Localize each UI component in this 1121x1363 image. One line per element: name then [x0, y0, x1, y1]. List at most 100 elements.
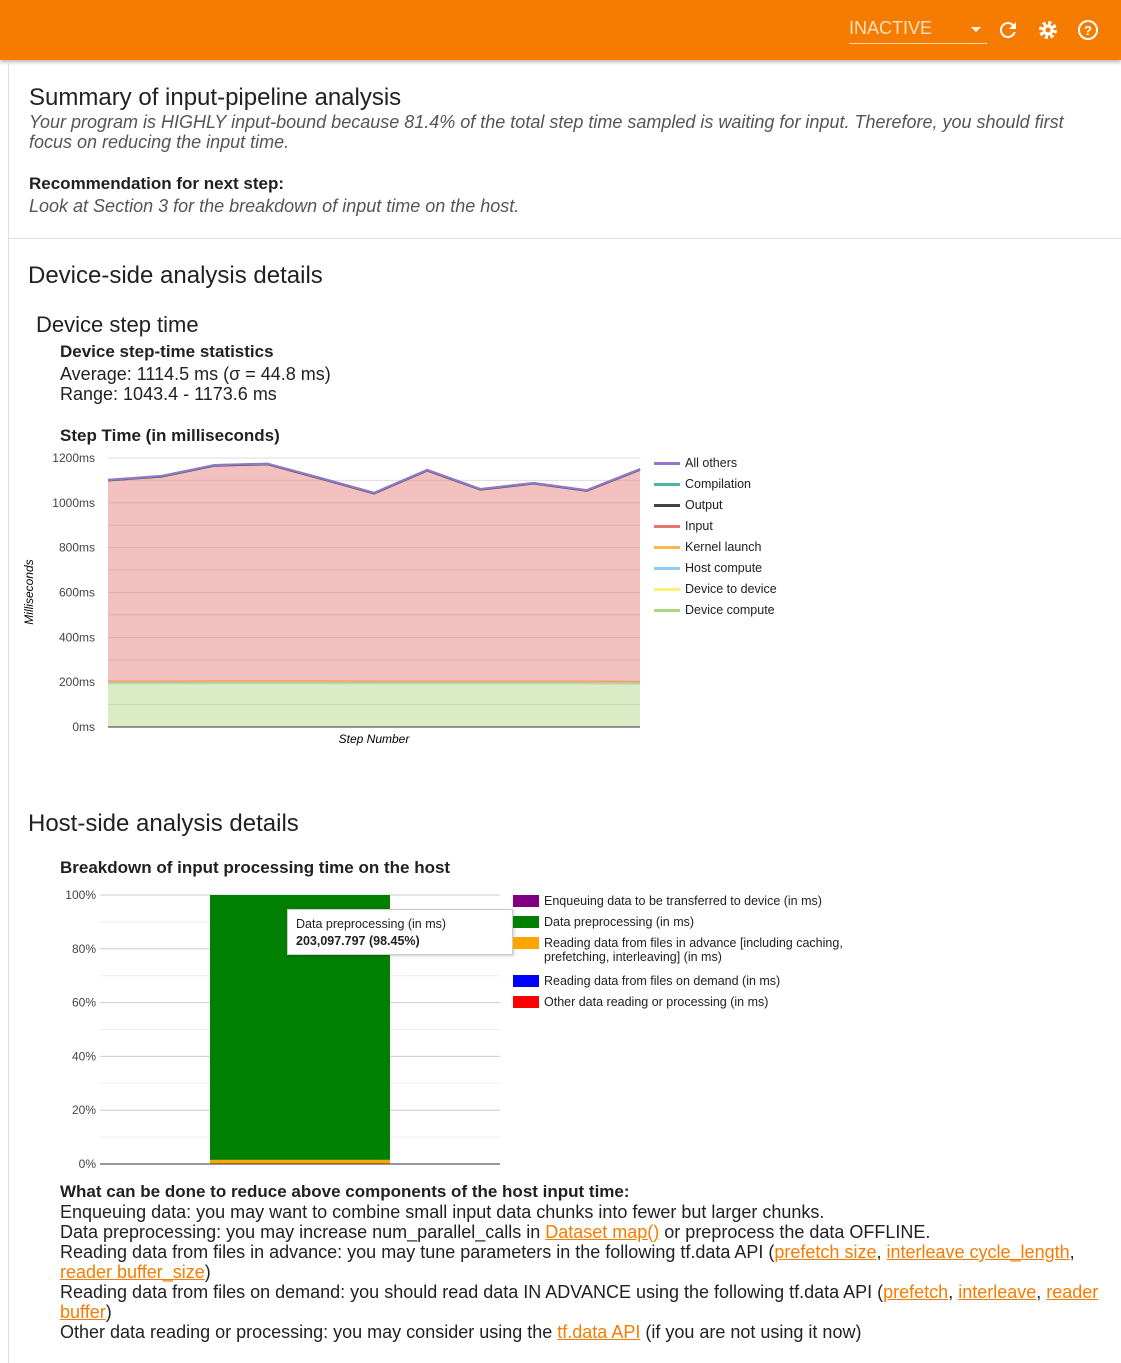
- step-chart-title: Step Time (in milliseconds): [60, 426, 280, 445]
- chevron-down-icon: [971, 27, 981, 32]
- host-chart-title: Breakdown of input processing time on th…: [60, 858, 451, 877]
- legend-swatch: [513, 916, 539, 928]
- y-tick-label: 0%: [79, 1157, 97, 1171]
- y-tick-label: 600ms: [59, 586, 95, 600]
- prefetch-size-link[interactable]: prefetch size: [774, 1242, 877, 1262]
- legend-label: Reading data from files in advance [incl…: [544, 936, 843, 964]
- device-section-title: Device-side analysis details: [28, 262, 323, 289]
- rec-preprocessing: Data preprocessing: you may increase num…: [60, 1222, 1110, 1242]
- legend-label: Host compute: [685, 561, 763, 575]
- legend-item: Device compute: [654, 603, 777, 624]
- legend-label: Other data reading or processing (in ms): [544, 995, 769, 1009]
- help-icon[interactable]: ?: [1076, 18, 1100, 42]
- device-step-time-title: Device step time: [36, 312, 199, 337]
- legend-swatch: [654, 567, 680, 570]
- y-axis-label: Milliseconds: [22, 559, 36, 624]
- y-tick-label: 80%: [72, 942, 96, 956]
- rec-text: Reading data from files on demand: you s…: [60, 1282, 884, 1302]
- rec-read-demand: Reading data from files on demand: you s…: [60, 1282, 1110, 1322]
- legend-item: Reading data from files in advance [incl…: [513, 936, 843, 974]
- legend-item: Kernel launch: [654, 540, 777, 561]
- legend-label: Input: [685, 519, 713, 533]
- recommendations: What can be done to reduce above compone…: [60, 1182, 1110, 1342]
- legend-item: Device to device: [654, 582, 777, 603]
- legend-label: Kernel launch: [685, 540, 762, 554]
- legend-item: All others: [654, 456, 777, 477]
- y-tick-label: 400ms: [59, 630, 95, 644]
- rec-text: Other data reading or processing: you ma…: [60, 1322, 558, 1342]
- host-section-title: Host-side analysis details: [28, 810, 299, 837]
- x-axis-label: Step Number: [339, 732, 411, 746]
- y-tick-label: 20%: [72, 1103, 96, 1117]
- y-tick-label: 1200ms: [52, 451, 95, 465]
- interleave-cycle-link[interactable]: interleave cycle_length: [886, 1242, 1070, 1262]
- summary-section: Summary of input-pipeline analysis Your …: [9, 62, 1121, 239]
- reader-buffer-link[interactable]: reader buffer: [60, 1282, 1099, 1322]
- legend-label: Output: [685, 498, 723, 512]
- tooltip-label: Data preprocessing (in ms): [296, 917, 447, 931]
- legend-swatch: [654, 546, 680, 549]
- y-tick-label: 200ms: [59, 675, 95, 689]
- top-bar: INACTIVE ?: [0, 0, 1121, 60]
- summary-title: Summary of input-pipeline analysis: [29, 84, 402, 111]
- rec-text: ): [204, 1262, 211, 1282]
- stats-range: Range: 1043.4 - 1173.6 ms: [60, 384, 277, 404]
- settings-icon[interactable]: [1036, 18, 1060, 42]
- y-tick-label: 0ms: [72, 720, 95, 734]
- rec-other: Other data reading or processing: you ma…: [60, 1322, 1110, 1342]
- y-tick-label: 40%: [72, 1049, 96, 1063]
- bar-segment: [210, 1159, 390, 1164]
- legend-swatch: [654, 462, 680, 465]
- y-tick-label: 60%: [72, 996, 96, 1010]
- recommendation-text: Look at Section 3 for the breakdown of i…: [29, 196, 520, 216]
- rec-text: or preprocess the data OFFLINE.: [659, 1222, 931, 1242]
- legend-label: Device to device: [685, 582, 777, 596]
- run-select[interactable]: INACTIVE: [849, 18, 987, 44]
- y-tick-label: 800ms: [59, 541, 95, 555]
- host-legend: Enqueuing data to be transferred to devi…: [513, 894, 843, 1016]
- refresh-icon[interactable]: [996, 18, 1020, 42]
- legend-swatch: [654, 483, 680, 486]
- legend-swatch: [513, 895, 539, 907]
- sep: ,: [876, 1242, 887, 1262]
- area-input: [108, 464, 640, 682]
- stats-title: Device step-time statistics: [60, 342, 274, 361]
- step-time-legend: All others Compilation Output Input Kernel l…: [654, 456, 777, 624]
- legend-item: Reading data from files on demand (in ms…: [513, 974, 843, 995]
- legend-swatch: [654, 525, 680, 528]
- sep: ,: [1069, 1242, 1075, 1262]
- legend-swatch: [513, 975, 539, 987]
- recs-title: What can be done to reduce above compone…: [60, 1182, 630, 1201]
- legend-swatch: [513, 996, 539, 1008]
- legend-label: Compilation: [685, 477, 752, 491]
- legend-swatch: [513, 937, 539, 949]
- legend-item: Host compute: [654, 561, 777, 582]
- legend-label: All others: [685, 456, 738, 470]
- dataset-map-link[interactable]: Dataset map(): [545, 1222, 660, 1242]
- run-select-value: INACTIVE: [849, 18, 933, 38]
- y-tick-label: 100%: [65, 888, 96, 902]
- rec-text: ): [105, 1302, 112, 1322]
- tfdata-api-link[interactable]: tf.data API: [557, 1322, 641, 1342]
- prefetch-link[interactable]: prefetch: [883, 1282, 949, 1302]
- legend-label: Device compute: [685, 603, 775, 617]
- rec-text: (if you are not using it now): [640, 1322, 862, 1342]
- interleave-link[interactable]: interleave: [958, 1282, 1037, 1302]
- legend-item: Compilation: [654, 477, 777, 498]
- rec-text: Reading data from files in advance: you …: [60, 1242, 775, 1262]
- tooltip-value: 203,097.797 (98.45%): [296, 934, 420, 948]
- stats-average: Average: 1114.5 ms (σ = 44.8 ms): [60, 364, 331, 384]
- legend-item: Data preprocessing (in ms): [513, 915, 843, 936]
- svg-text:?: ?: [1084, 23, 1092, 38]
- legend-swatch: [654, 609, 680, 612]
- reader-buffer-size-link[interactable]: reader buffer_size: [60, 1262, 205, 1282]
- step-time-chart: 0ms 200ms 400ms 600ms 800ms 1000ms 1200ms Step …: [22, 451, 641, 746]
- rec-enqueue: Enqueuing data: you may want to combine …: [60, 1202, 825, 1222]
- legend-label: Data preprocessing (in ms): [544, 915, 695, 929]
- legend-swatch: [654, 504, 680, 507]
- legend-item: Other data reading or processing (in ms): [513, 995, 843, 1016]
- summary-text: Your program is HIGHLY input-bound becau…: [29, 112, 1064, 152]
- legend-item: Enqueuing data to be transferred to devi…: [513, 894, 843, 915]
- y-tick-label: 1000ms: [52, 496, 95, 510]
- sep: ,: [948, 1282, 959, 1302]
